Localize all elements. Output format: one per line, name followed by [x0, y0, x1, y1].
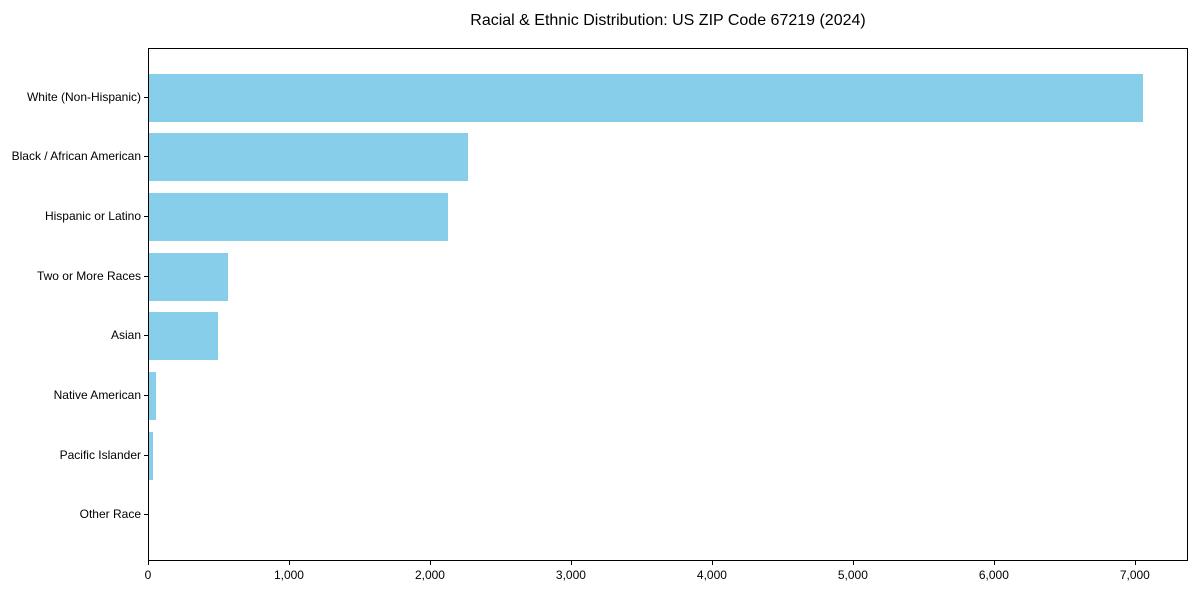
- y-tick-pacific-islander: [144, 454, 148, 456]
- plot-area: [148, 48, 1188, 561]
- chart-title: Racial & Ethnic Distribution: US ZIP Cod…: [470, 12, 866, 29]
- bar-white-non-hispanic: [149, 73, 1143, 122]
- x-tick-1000: [288, 561, 290, 565]
- x-tick-label-5000: 5,000: [837, 568, 868, 582]
- x-tick-label-0: 0: [144, 568, 152, 582]
- x-tick-2000: [429, 561, 431, 565]
- y-label-white-non-hispanic: White (Non-Hispanic): [26, 89, 141, 104]
- x-tick-6000: [993, 561, 995, 565]
- y-label-hispanic-or-latino: Hispanic or Latino: [44, 208, 141, 223]
- x-tick-5000: [852, 561, 854, 565]
- bar-hispanic-or-latino: [149, 192, 448, 241]
- x-tick-label-1000: 1,000: [273, 568, 304, 582]
- x-tick-7000: [1134, 561, 1136, 565]
- y-label-native-american: Native American: [53, 388, 141, 402]
- x-tick-label-6000: 6,000: [978, 568, 1009, 582]
- bar-black-african-american: [149, 133, 468, 182]
- y-label-two-or-more-races: Two or More Races: [36, 268, 141, 283]
- x-tick-label-7000: 7,000: [1119, 568, 1150, 582]
- bar-asian: [149, 312, 219, 361]
- x-tick-4000: [711, 561, 713, 565]
- bar-pacific-islander: [149, 431, 153, 480]
- y-tick-white-non-hispanic: [144, 96, 148, 98]
- x-tick-0: [148, 561, 149, 565]
- y-label-other-race: Other Race: [79, 507, 141, 522]
- bar-native-american: [149, 372, 157, 420]
- y-tick-asian: [144, 335, 148, 337]
- y-tick-native-american: [144, 395, 148, 396]
- bar-two-or-more-races: [149, 252, 228, 301]
- x-tick-label-3000: 3,000: [555, 568, 586, 582]
- x-tick-label-4000: 4,000: [696, 568, 727, 582]
- y-tick-two-or-more-races: [144, 275, 148, 277]
- y-label-black-african-american: Black / African American: [11, 149, 141, 164]
- y-tick-black-african-american: [144, 156, 148, 158]
- y-label-asian: Asian: [110, 328, 141, 343]
- y-label-pacific-islander: Pacific Islander: [59, 447, 141, 462]
- x-tick-3000: [570, 561, 572, 565]
- y-tick-other-race: [144, 514, 148, 516]
- x-tick-label-2000: 2,000: [414, 568, 445, 582]
- y-tick-hispanic-or-latino: [144, 215, 148, 217]
